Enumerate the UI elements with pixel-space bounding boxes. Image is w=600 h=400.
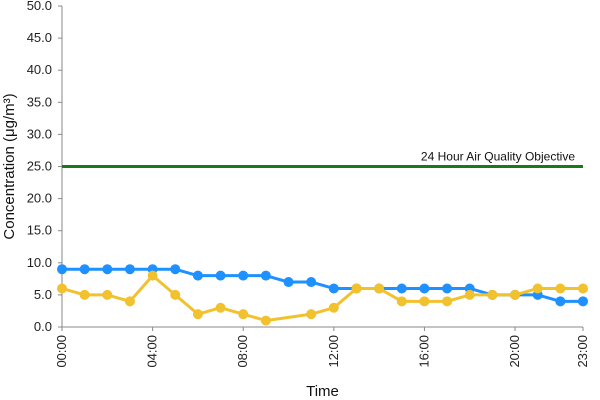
data-point (147, 270, 158, 281)
series-1 (57, 264, 588, 307)
data-point (306, 277, 317, 288)
y-tick-label: 10.0 (27, 255, 52, 270)
data-point (555, 296, 566, 307)
series-line (62, 267, 583, 303)
data-point (170, 289, 181, 300)
x-tick-label: 20:00 (507, 335, 522, 368)
data-point (328, 302, 339, 313)
x-tick-label: 12:00 (326, 335, 341, 368)
x-tick-label: 08:00 (235, 335, 250, 368)
data-point (328, 283, 339, 294)
data-point (578, 296, 588, 307)
data-point (532, 283, 543, 294)
x-tick-label: 00:00 (54, 335, 69, 368)
series-layer (57, 264, 588, 326)
data-point (510, 289, 521, 300)
data-point (419, 296, 430, 307)
data-point (260, 315, 271, 326)
data-point (124, 296, 135, 307)
reference-line-label: 24 Hour Air Quality Objective (421, 150, 575, 164)
data-point (396, 296, 407, 307)
data-point (79, 264, 90, 275)
y-tick-label: 25.0 (27, 159, 52, 174)
x-axis-ticks: 00:00 04:00 08:00 12:00 16:00 20:00 23:00 (54, 327, 590, 368)
data-point (283, 277, 294, 288)
y-axis-ticks: 0.0 5.0 10.0 15.0 20.0 25.0 30.0 35.0 40.0 45.0 50… (27, 0, 62, 334)
y-tick-label: 40.0 (27, 62, 52, 77)
y-tick-label: 5.0 (34, 287, 52, 302)
x-tick-label: 16:00 (416, 335, 431, 368)
data-point (578, 283, 588, 294)
x-axis-title: Time (306, 383, 339, 400)
y-tick-label: 45.0 (27, 30, 52, 45)
data-point (555, 283, 566, 294)
data-point (57, 264, 67, 275)
data-point (442, 283, 453, 294)
data-point (260, 270, 271, 281)
data-point (374, 283, 385, 294)
data-point (396, 283, 407, 294)
data-point (419, 283, 430, 294)
y-tick-label: 15.0 (27, 223, 52, 238)
data-point (215, 270, 226, 281)
x-tick-label: 23:00 (575, 335, 590, 368)
data-point (102, 289, 113, 300)
x-tick-label: 04:00 (145, 335, 160, 368)
data-point (238, 270, 249, 281)
data-point (170, 264, 181, 275)
data-point (192, 309, 203, 320)
data-point (238, 309, 249, 320)
data-point (215, 302, 226, 313)
data-point (487, 289, 498, 300)
series-2 (57, 270, 588, 326)
y-axis-title: Concentration (μg/m³) (1, 93, 18, 239)
data-point (351, 283, 362, 294)
y-tick-label: 30.0 (27, 126, 52, 141)
data-point (57, 283, 67, 294)
y-tick-label: 50.0 (27, 0, 52, 13)
data-point (464, 289, 475, 300)
data-point (306, 309, 317, 320)
data-point (442, 296, 453, 307)
y-tick-label: 20.0 (27, 191, 52, 206)
y-tick-label: 0.0 (34, 319, 52, 334)
data-point (102, 264, 113, 275)
data-point (124, 264, 135, 275)
y-tick-label: 35.0 (27, 94, 52, 109)
data-point (192, 270, 203, 281)
series-line (61, 274, 583, 323)
data-point (79, 289, 90, 300)
